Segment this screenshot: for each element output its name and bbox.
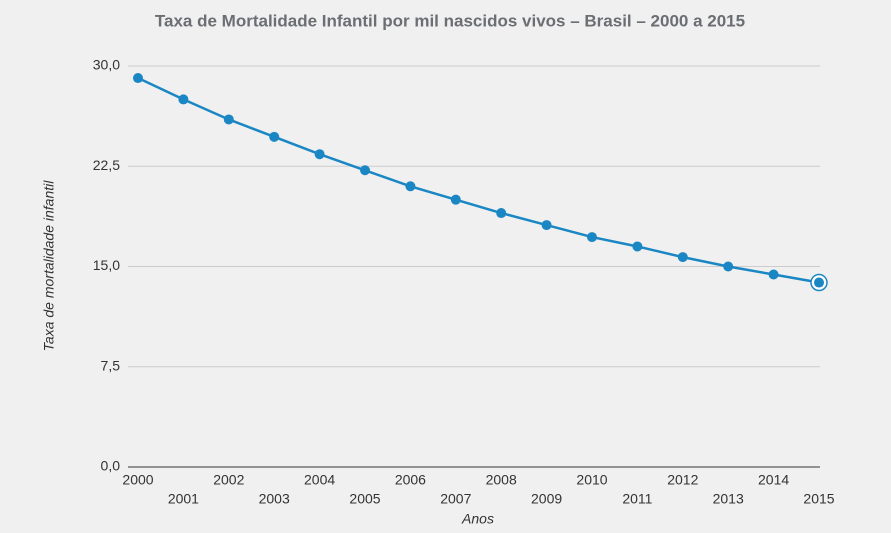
y-tick-label: 0,0 [101, 458, 121, 474]
point [541, 220, 552, 231]
x-tick-label: 2006 [395, 472, 426, 488]
y-tick-label: 15,0 [93, 257, 120, 273]
x-tick-label: 2012 [667, 472, 698, 488]
x-tick-label: 2011 [622, 491, 652, 507]
y-tick-label: 30,0 [93, 57, 120, 73]
point [496, 208, 507, 219]
y-tick-label: 7,5 [101, 357, 121, 373]
x-tick-label: 2000 [122, 472, 153, 488]
chart-title: Taxa de Mortalidade Infantil por mil nas… [155, 11, 745, 30]
line [137, 76, 820, 284]
y-axis-title: Taxa de mortalidade infantil [41, 180, 57, 352]
point [178, 94, 189, 105]
point [314, 149, 325, 160]
x-tick-label: 2015 [803, 491, 834, 507]
point [768, 269, 779, 280]
point [360, 165, 370, 176]
point [814, 277, 824, 288]
x-tick-label: 2010 [576, 472, 607, 488]
x-tick-label: 2014 [758, 472, 789, 488]
point [632, 241, 643, 252]
point [677, 252, 688, 263]
x-tick-label: 2013 [713, 491, 744, 507]
point [405, 181, 416, 192]
x-tick-label: 2009 [531, 491, 562, 507]
x-tick-label: 2007 [440, 491, 471, 507]
x-tick-label: 2008 [486, 472, 517, 488]
point [450, 194, 461, 205]
point [587, 232, 597, 243]
point [133, 73, 143, 84]
y-tick-label: 22,5 [93, 157, 120, 173]
x-tick-label: 2003 [259, 491, 290, 507]
x-tick-label: 2005 [349, 491, 380, 507]
point [223, 114, 234, 125]
x-axis-title: Anos [461, 511, 494, 527]
point [269, 131, 280, 142]
x-tick-label: 2002 [213, 472, 244, 488]
point [723, 261, 734, 272]
x-tick-label: 2001 [168, 491, 199, 507]
x-tick-label: 2004 [304, 472, 335, 488]
